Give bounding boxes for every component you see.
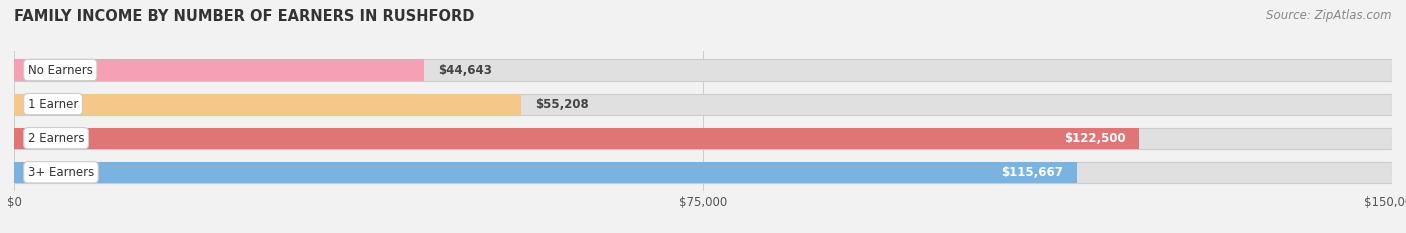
Bar — [14, 162, 1392, 183]
Text: $122,500: $122,500 — [1064, 132, 1126, 145]
Bar — [14, 128, 1392, 149]
Text: $55,208: $55,208 — [534, 98, 589, 111]
Text: FAMILY INCOME BY NUMBER OF EARNERS IN RUSHFORD: FAMILY INCOME BY NUMBER OF EARNERS IN RU… — [14, 9, 474, 24]
Text: $44,643: $44,643 — [437, 64, 492, 76]
Text: 3+ Earners: 3+ Earners — [28, 166, 94, 179]
Text: $115,667: $115,667 — [1001, 166, 1063, 179]
Bar — [14, 128, 1139, 149]
Bar — [14, 93, 522, 115]
Bar — [14, 59, 425, 81]
Bar — [14, 93, 1392, 115]
Bar — [14, 162, 1077, 183]
Text: No Earners: No Earners — [28, 64, 93, 76]
Text: Source: ZipAtlas.com: Source: ZipAtlas.com — [1267, 9, 1392, 22]
Text: 2 Earners: 2 Earners — [28, 132, 84, 145]
Text: 1 Earner: 1 Earner — [28, 98, 79, 111]
Bar — [14, 59, 1392, 81]
